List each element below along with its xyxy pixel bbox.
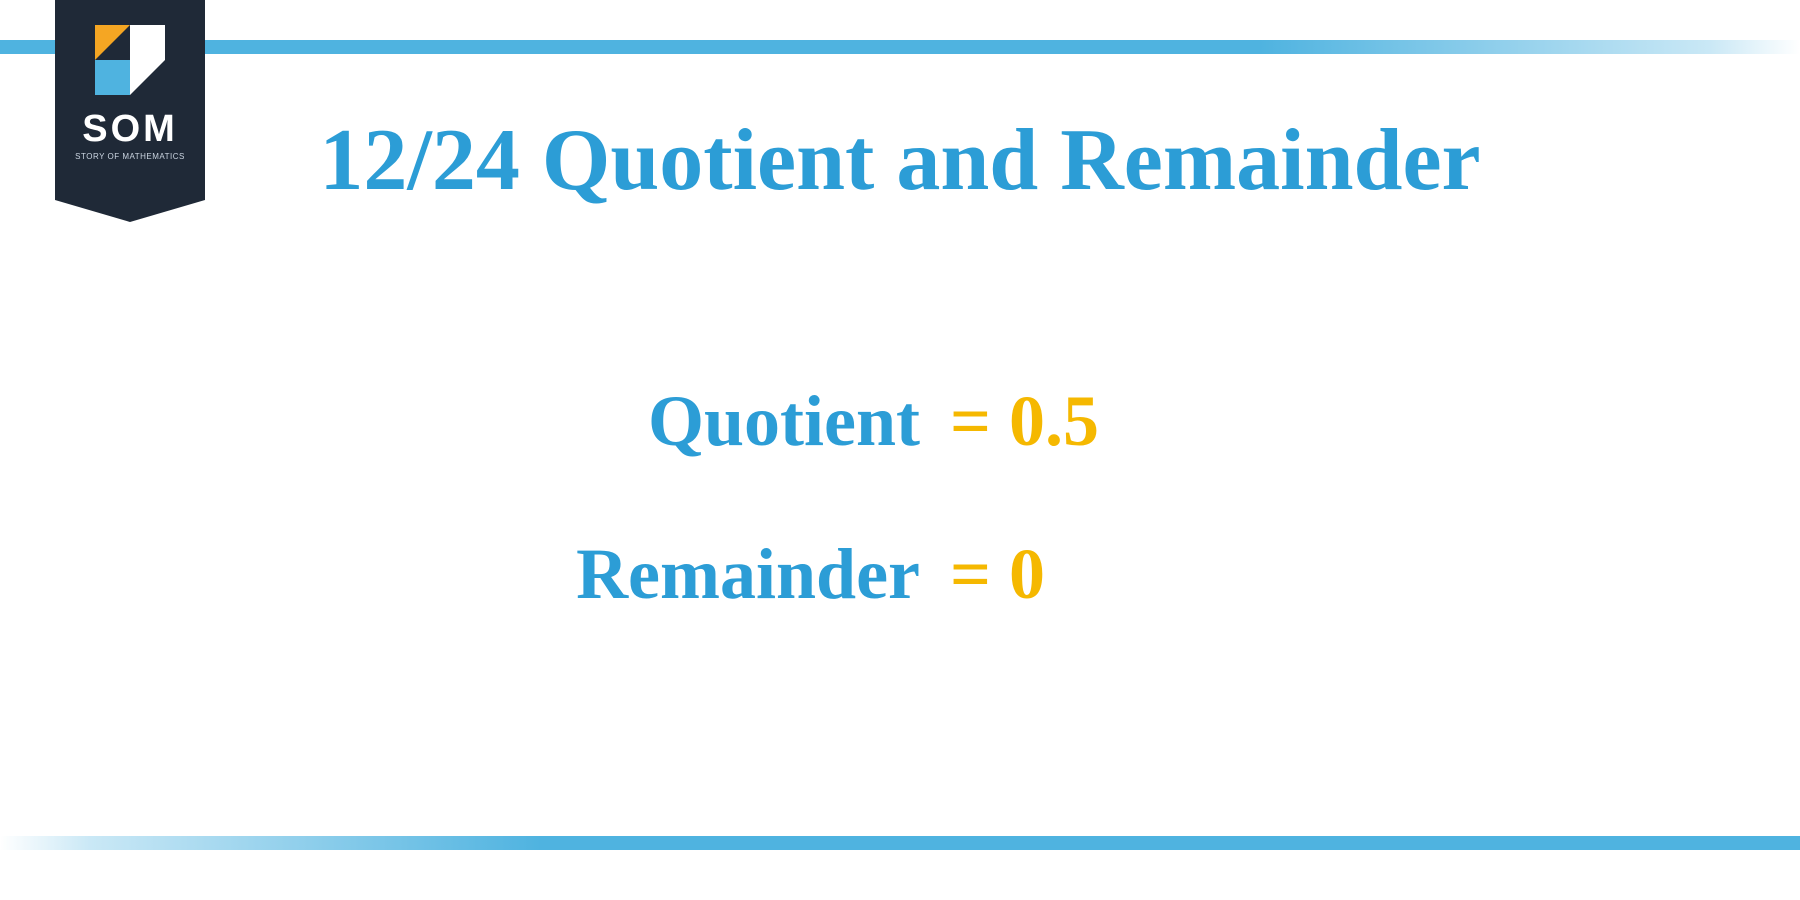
top-border xyxy=(0,40,1800,54)
page-title: 12/24 Quotient and Remainder xyxy=(0,110,1800,211)
logo-badge: SOM STORY OF MATHEMATICS xyxy=(55,0,205,200)
remainder-row: Remainder = 0 xyxy=(0,533,1800,616)
quotient-row: Quotient = 0.5 xyxy=(0,380,1800,463)
logo-acronym: SOM xyxy=(55,110,205,148)
quotient-label: Quotient xyxy=(450,380,950,463)
logo-icon xyxy=(95,25,165,95)
logo-subtitle: STORY OF MATHEMATICS xyxy=(55,152,205,161)
content-area: Quotient = 0.5 Remainder = 0 xyxy=(0,380,1800,686)
logo-text: SOM STORY OF MATHEMATICS xyxy=(55,110,205,161)
quotient-value: = 0.5 xyxy=(950,380,1350,463)
remainder-value: = 0 xyxy=(950,533,1350,616)
bottom-border xyxy=(0,836,1800,850)
remainder-label: Remainder xyxy=(450,533,950,616)
